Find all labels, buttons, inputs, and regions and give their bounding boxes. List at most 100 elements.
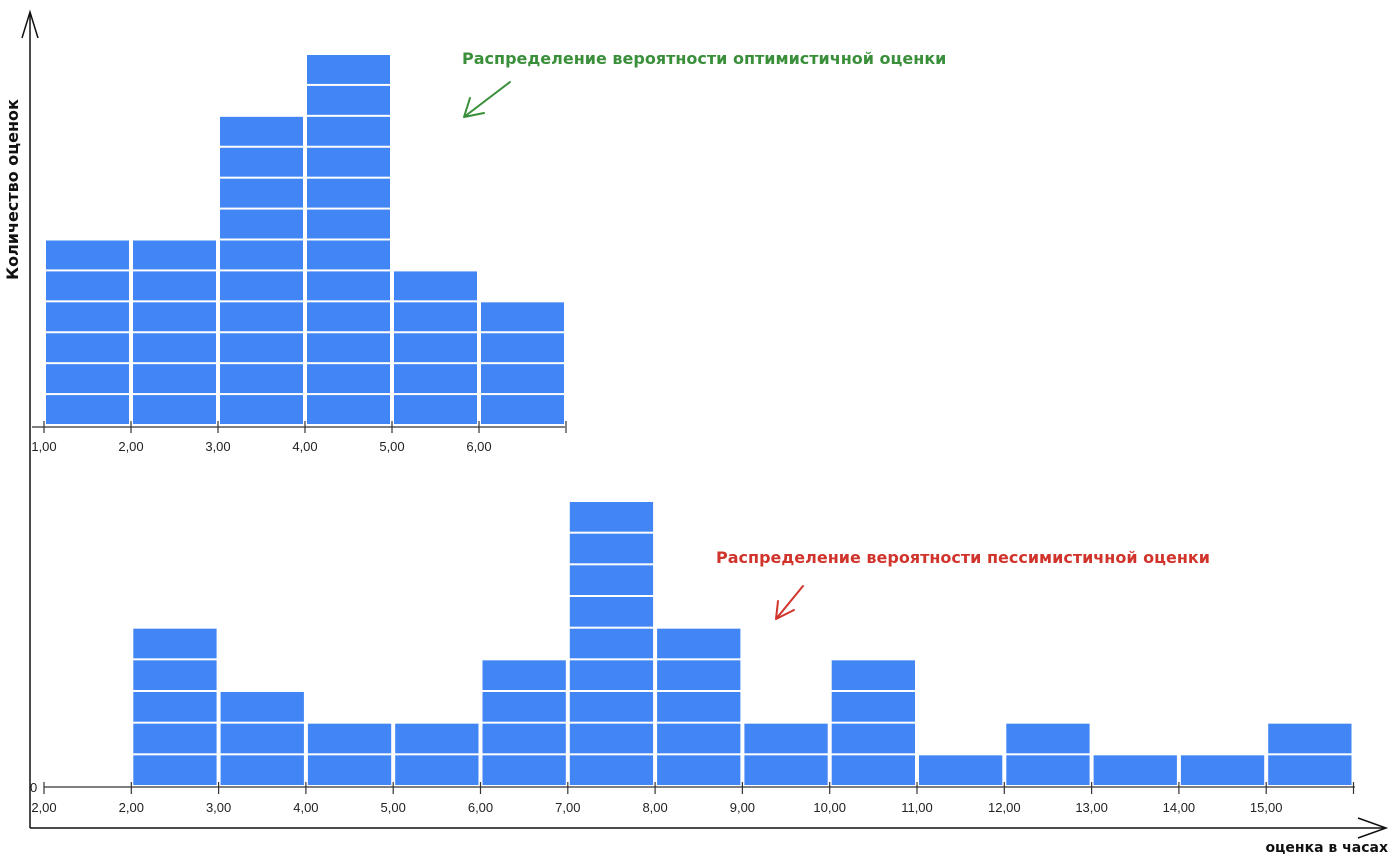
bar-cell xyxy=(744,723,828,754)
pessimistic-bars xyxy=(133,502,1352,785)
bar-cell xyxy=(481,302,564,332)
optimistic-title: Распределение вероятности оптимистичной … xyxy=(462,49,946,68)
bar-cell xyxy=(569,723,654,754)
x-tick-label: 14,00 xyxy=(1163,800,1196,815)
x-tick-label: 7,00 xyxy=(555,800,580,815)
bar-cell xyxy=(1268,755,1352,785)
bar-cell xyxy=(482,692,566,722)
bar-cell xyxy=(1180,755,1265,785)
bar xyxy=(919,755,1003,785)
bar-cell xyxy=(133,395,216,424)
bar-cell xyxy=(831,723,915,754)
x-tick-label: 5,00 xyxy=(379,439,404,454)
bar-cell xyxy=(307,85,390,115)
bar-cell xyxy=(220,692,304,722)
bar-cell xyxy=(307,333,390,363)
bar-cell xyxy=(46,364,129,394)
optimistic-arrow-icon xyxy=(463,81,511,118)
bar-cell xyxy=(220,209,303,239)
bar-cell xyxy=(307,755,392,785)
bar-cell xyxy=(569,597,654,627)
x-tick-label: 13,00 xyxy=(1075,800,1108,815)
x-tick-label: 2,00 xyxy=(119,800,144,815)
bar-cell xyxy=(220,395,303,424)
bar-cell xyxy=(482,723,566,754)
bar-cell xyxy=(220,723,304,754)
pessimistic-arrow-icon xyxy=(775,585,804,620)
bar xyxy=(744,723,828,785)
bar-cell xyxy=(307,209,390,239)
x-tick-label: 3,00 xyxy=(206,800,231,815)
bar-cell xyxy=(394,302,477,332)
bar-cell xyxy=(307,364,390,394)
bar-cell xyxy=(657,660,741,690)
bar-cell xyxy=(307,178,390,208)
bar-cell xyxy=(394,271,477,301)
x-axis-label: оценка в часах xyxy=(1265,840,1388,856)
optimistic-ticks: 1,00 2,00 3,00 4,00 5,00 6,00 xyxy=(31,421,567,454)
bar-cell xyxy=(395,723,479,754)
bar-cell xyxy=(307,147,390,177)
bar-cell xyxy=(46,333,129,363)
bar-cell xyxy=(569,502,654,532)
chart-pessimistic: 2,00 2,00 3,00 4,00 5,00 6,00 7,00 8,00 9,00 10,0… xyxy=(30,502,1355,815)
bar-cell xyxy=(133,271,216,301)
bar-cell xyxy=(831,692,915,722)
bar-cell xyxy=(569,565,654,595)
bar-cell xyxy=(133,333,216,363)
bar-cell xyxy=(569,692,654,722)
bar-cell xyxy=(394,395,477,424)
bar-cell xyxy=(46,395,129,424)
bar-cell xyxy=(46,240,129,270)
bar-cell xyxy=(831,660,915,690)
x-tick-label: 6,00 xyxy=(468,800,493,815)
bar-cell xyxy=(220,271,303,301)
bar-cell xyxy=(657,628,741,659)
bar-cell xyxy=(394,364,477,394)
bar-cell xyxy=(133,755,217,785)
bar-cell xyxy=(220,116,303,146)
bar xyxy=(1006,723,1090,785)
bar-cell xyxy=(569,628,654,659)
bar-cell xyxy=(220,302,303,332)
x-tick-label: 15,00 xyxy=(1250,800,1283,815)
bar-cell xyxy=(133,723,217,754)
bar-cell xyxy=(133,628,217,659)
bar-cell xyxy=(133,364,216,394)
bar xyxy=(307,723,392,785)
x-tick-label: 5,00 xyxy=(381,800,406,815)
chart-optimistic: 1,00 2,00 3,00 4,00 5,00 6,00 Распределение в… xyxy=(31,49,946,454)
bar xyxy=(307,55,390,424)
optimistic-bars xyxy=(46,55,564,424)
pessimistic-ticks: 2,00 2,00 3,00 4,00 5,00 6,00 7,00 8,00 9,00 10,0… xyxy=(31,782,1355,815)
bar-cell xyxy=(307,395,390,424)
x-tick-label: 3,00 xyxy=(205,439,230,454)
bar xyxy=(220,116,303,424)
bar-cell xyxy=(569,755,654,785)
bar-cell xyxy=(220,240,303,270)
bar-cell xyxy=(133,240,216,270)
x-tick-label: 10,00 xyxy=(813,800,846,815)
bar xyxy=(133,628,217,785)
bar-cell xyxy=(220,147,303,177)
x-tick-label: 2,00 xyxy=(31,800,56,815)
bar xyxy=(394,271,477,424)
pessimistic-zero-label: 0 xyxy=(30,780,37,795)
bar-cell xyxy=(133,660,217,690)
bar-cell xyxy=(1006,755,1090,785)
bar-cell xyxy=(133,302,216,332)
bar-cell xyxy=(307,240,390,270)
bar-cell xyxy=(482,755,566,785)
bar xyxy=(831,660,915,785)
x-axis-arrow-icon xyxy=(1357,817,1389,839)
bar xyxy=(46,240,129,424)
bar-cell xyxy=(307,55,390,84)
x-tick-label: 12,00 xyxy=(988,800,1021,815)
bar-cell xyxy=(744,755,828,785)
x-tick-label: 9,00 xyxy=(730,800,755,815)
y-axis-label: Количество оценок xyxy=(3,99,22,280)
bar xyxy=(395,723,479,785)
bar xyxy=(657,628,741,785)
bar xyxy=(1268,723,1352,785)
bar-cell xyxy=(220,364,303,394)
